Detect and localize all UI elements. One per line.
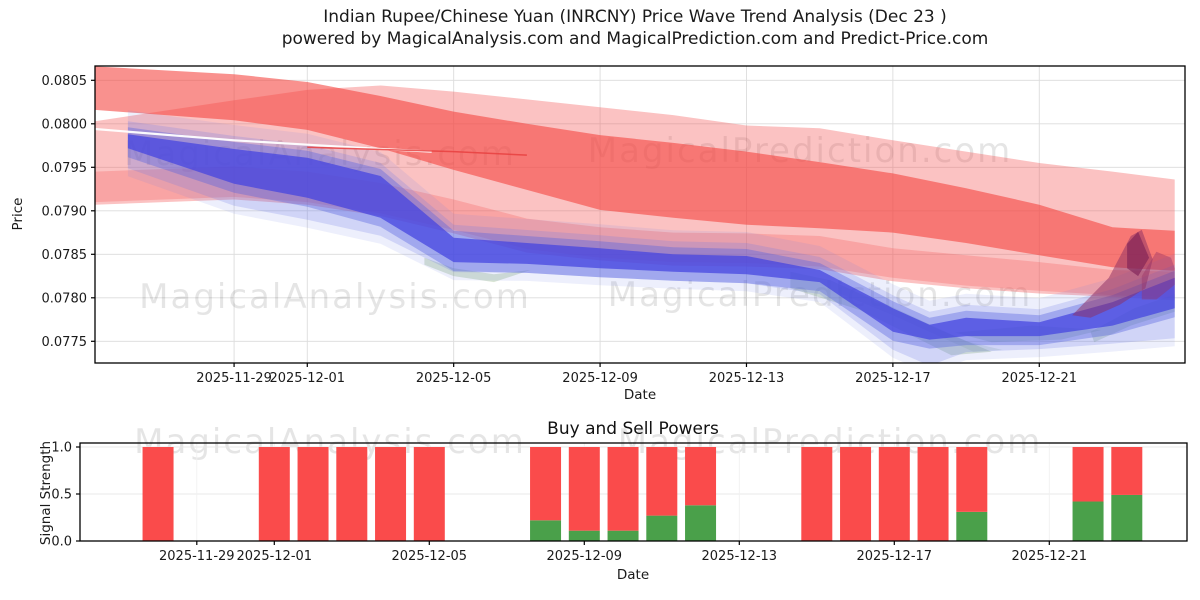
sell-bar [801,447,833,541]
sell-bar [878,447,910,541]
blue-core-band [127,134,1175,340]
sell-bar [956,447,988,512]
xtick-label: 2025-12-09 [547,549,623,564]
xtick-label: 2025-12-05 [392,549,468,564]
maroon-spike [1127,231,1150,277]
ytick-label: 0.0 [51,535,72,550]
buy-bar [956,511,988,541]
date-axis-label-bottom: Date [616,567,650,583]
ytick-label: 0.5 [51,488,72,503]
xtick-label: 2025-12-01 [269,371,345,386]
price-plot-border [94,65,1186,364]
date-axis-label-top: Date [623,387,657,403]
buy-bar [1111,494,1143,541]
red-core-band [95,66,1175,271]
maroon-spike [1141,251,1175,300]
blue-halo-band [127,110,1175,363]
sell-bar [375,447,407,541]
sell-bar [685,447,717,506]
watermark-analysis: MagicalAnalysis.com [139,277,531,317]
sell-bar [297,447,329,541]
ytick-label: 0.0775 [42,335,88,350]
sell-bar [1072,447,1104,502]
sell-bar [336,447,368,541]
buy-bar [607,530,639,541]
xtick-label: 2025-12-21 [1001,371,1077,386]
xtick-label: 2025-12-09 [562,371,638,386]
ytick-label: 0.0795 [42,161,88,176]
sell-bar [530,447,562,521]
xtick-label: 2025-12-17 [857,549,933,564]
buy-bar [568,530,600,541]
wave-bands [95,66,1175,363]
sell-bar [646,447,678,516]
power-plot-border [79,442,1188,542]
signal-strength-axis-label: Signal Strength [38,440,54,546]
power-chart: MagicalAnalysis.com MagicalPrediction.com… [51,422,1188,564]
xtick-label: 2025-11-29 [159,549,235,564]
xtick-label: 2025-12-21 [1012,549,1088,564]
power-chart-title: Buy and Sell Powers [547,419,719,439]
sell-bar [258,447,290,541]
ytick-label: 0.0800 [42,117,88,132]
buy-bar [530,520,562,541]
xtick-label: 2025-12-05 [416,371,492,386]
ytick-label: 0.0780 [42,291,88,306]
figure-title: Indian Rupee/Chinese Yuan (INRCNY) Price… [323,7,947,27]
buy-bar [685,505,717,541]
sell-bar [142,447,174,541]
green-band [424,257,531,283]
xtick-label: 2025-11-29 [196,371,272,386]
xtick-label: 2025-12-13 [709,371,785,386]
sell-bar [917,447,949,541]
xtick-label: 2025-12-01 [237,549,313,564]
buy-bar [646,515,678,541]
sell-bar [840,447,872,541]
ytick-label: 0.0790 [42,204,88,219]
blue-light-band [127,121,1175,363]
buy-bar [1072,501,1104,541]
ytick-label: 0.0805 [42,74,88,89]
sell-bar [413,447,445,541]
sell-bar [607,447,639,531]
xtick-label: 2025-12-17 [855,371,931,386]
figure-subtitle: powered by MagicalAnalysis.com and Magic… [281,29,989,49]
sell-bar [1111,447,1143,495]
red-trend-line [307,146,527,156]
ytick-label: 1.0 [51,441,72,456]
watermark-analysis: MagicalAnalysis.com [134,422,526,462]
price-chart: MagicalAnalysis.com MagicalPrediction.com… [42,65,1186,386]
sell-bar [568,447,600,531]
blue-mid-band [127,127,1175,349]
xtick-label: 2025-12-13 [702,549,778,564]
price-axis-label: Price [10,197,26,231]
ytick-label: 0.0785 [42,248,88,263]
